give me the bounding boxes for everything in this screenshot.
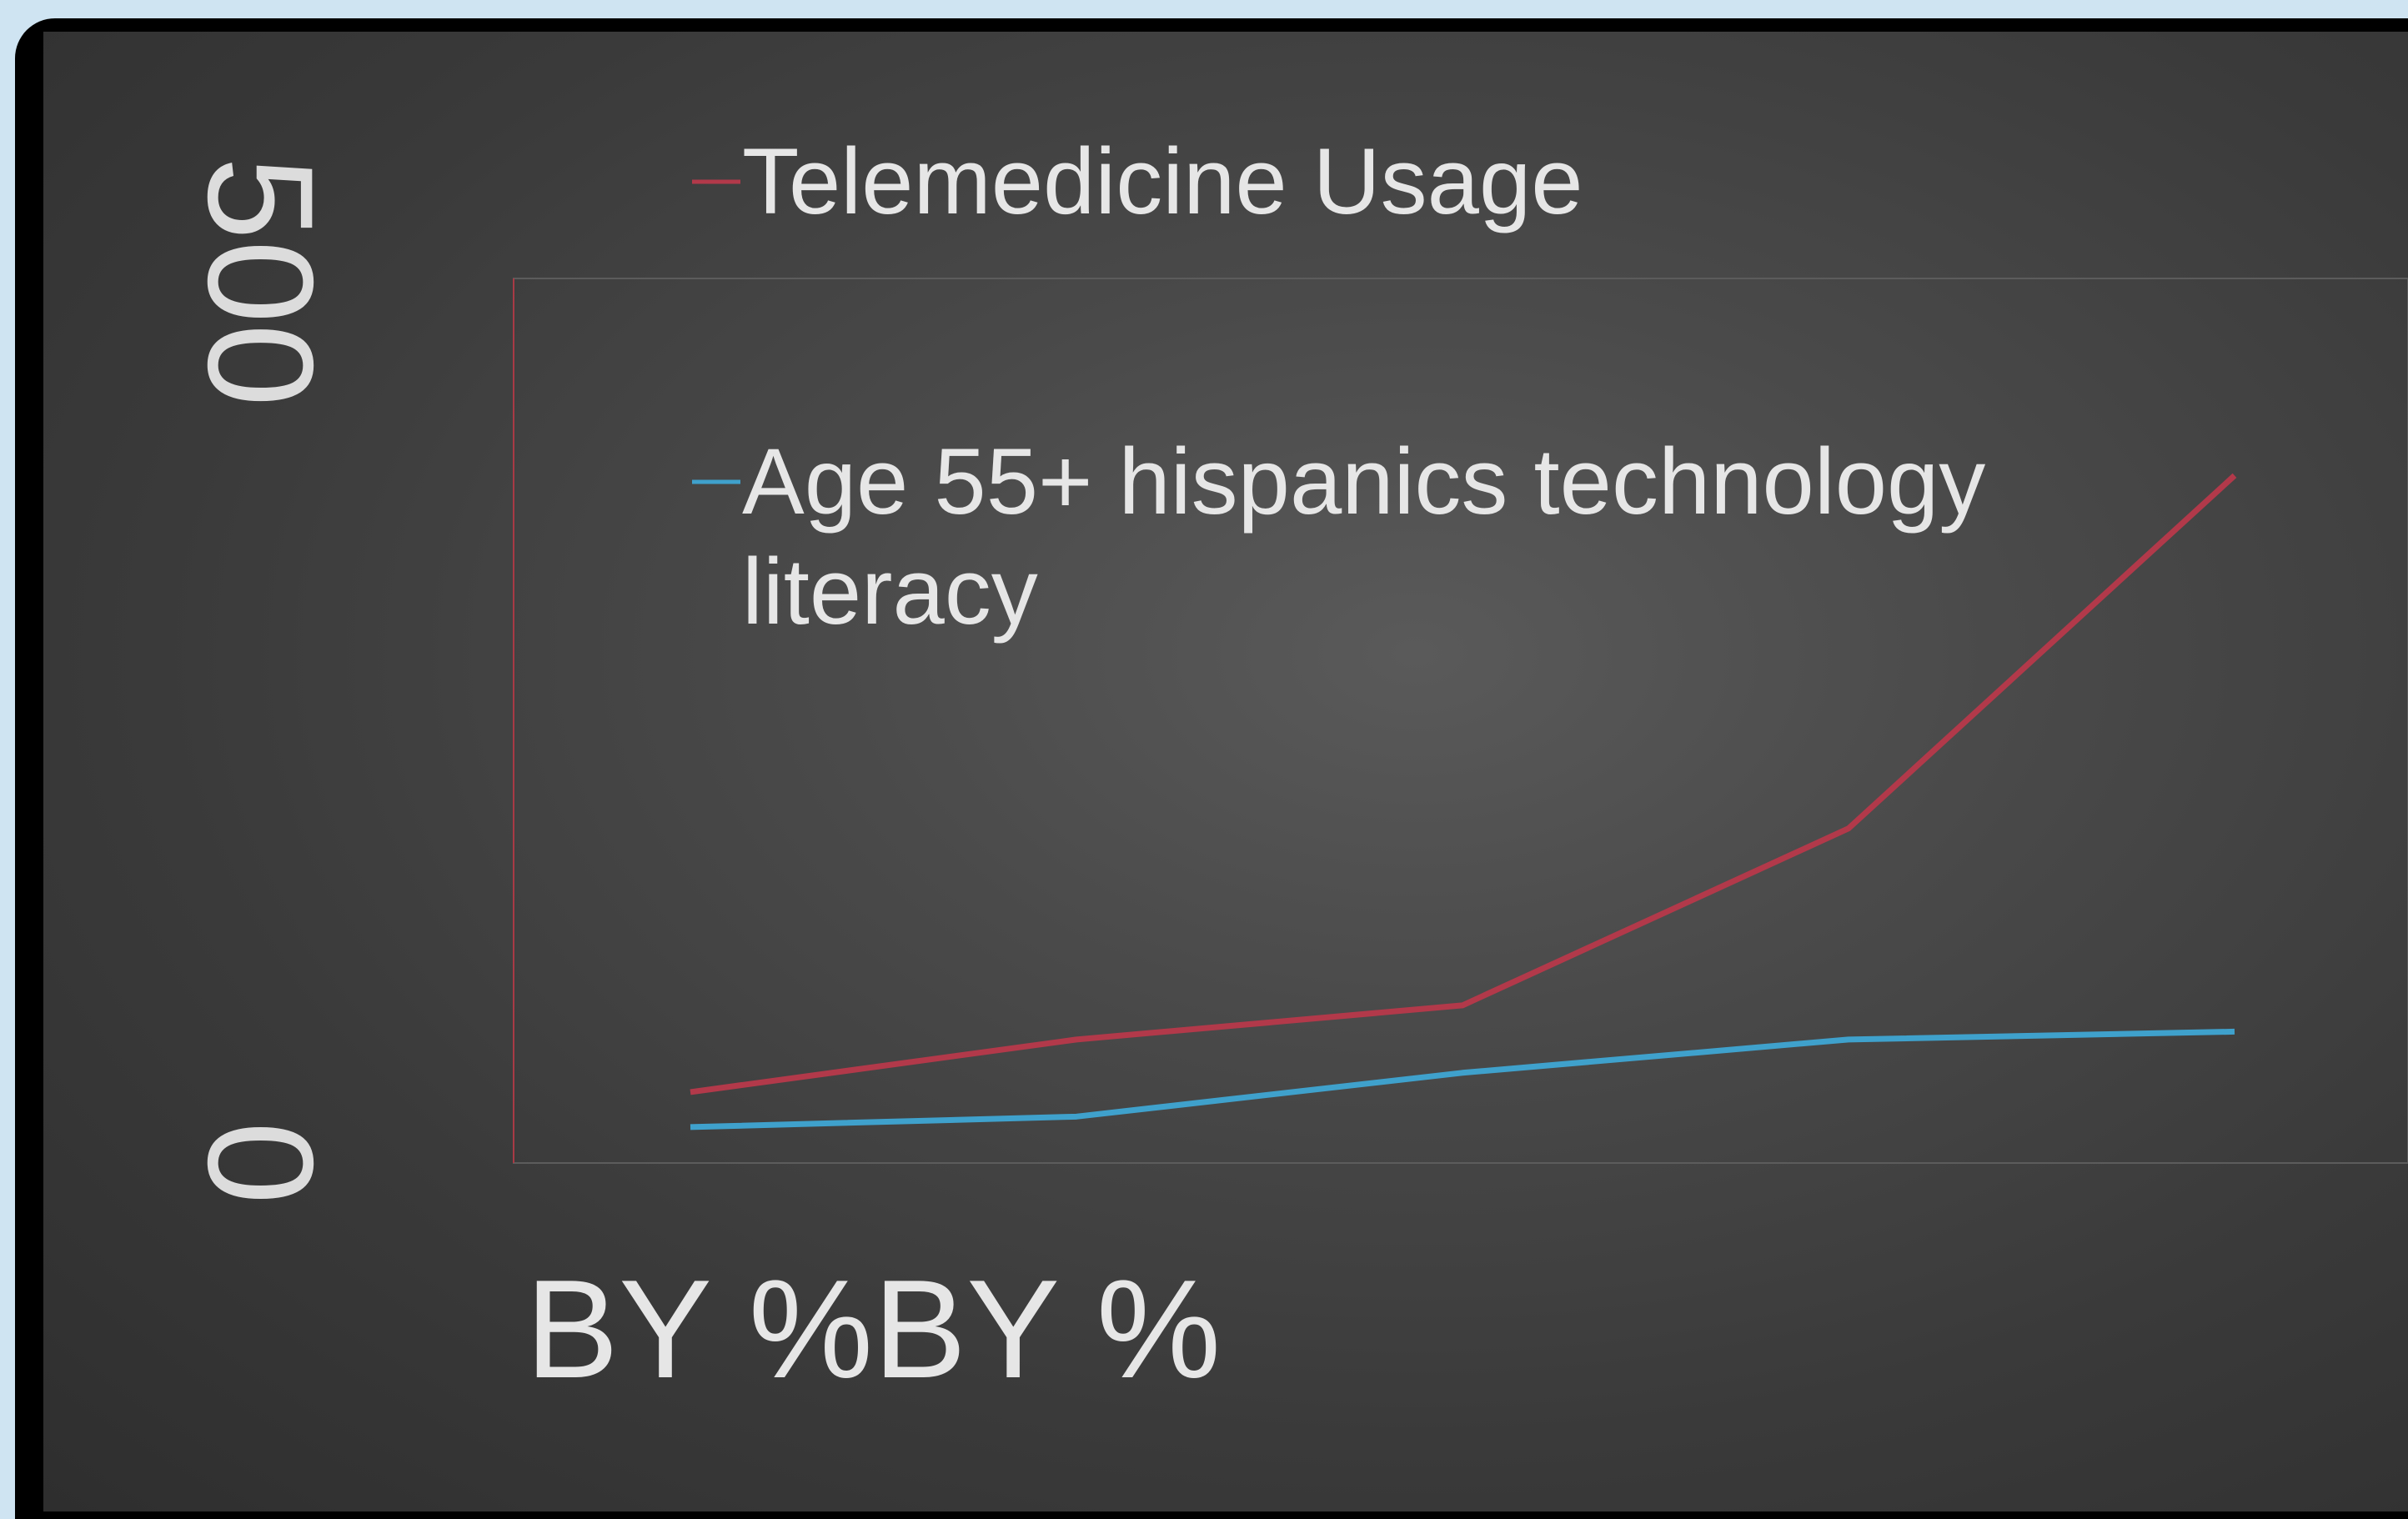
line-chart: 500 0 Telemedicine Usage Age 55+ hispanics… bbox=[177, 129, 2408, 1407]
chart-panel: 500 0 Telemedicine Usage Age 55+ hispanics… bbox=[43, 32, 2408, 1511]
legend-label: Age 55+ hispanics technology literacy bbox=[742, 429, 1985, 644]
plot-area bbox=[513, 278, 2408, 1164]
y-tick-label: 500 bbox=[177, 157, 344, 407]
y-tick-labels: 500 0 bbox=[177, 157, 344, 1205]
legend: Telemedicine Usage Age 55+ hispanics tech… bbox=[692, 129, 1985, 644]
legend-label: Telemedicine Usage bbox=[742, 129, 1583, 233]
series-line bbox=[690, 473, 2237, 1095]
x-axis-label: BY %BY % bbox=[525, 1251, 1221, 1407]
series-lines bbox=[690, 473, 2237, 1130]
series-line bbox=[690, 1028, 2235, 1130]
y-tick-label: 0 bbox=[177, 1121, 344, 1205]
